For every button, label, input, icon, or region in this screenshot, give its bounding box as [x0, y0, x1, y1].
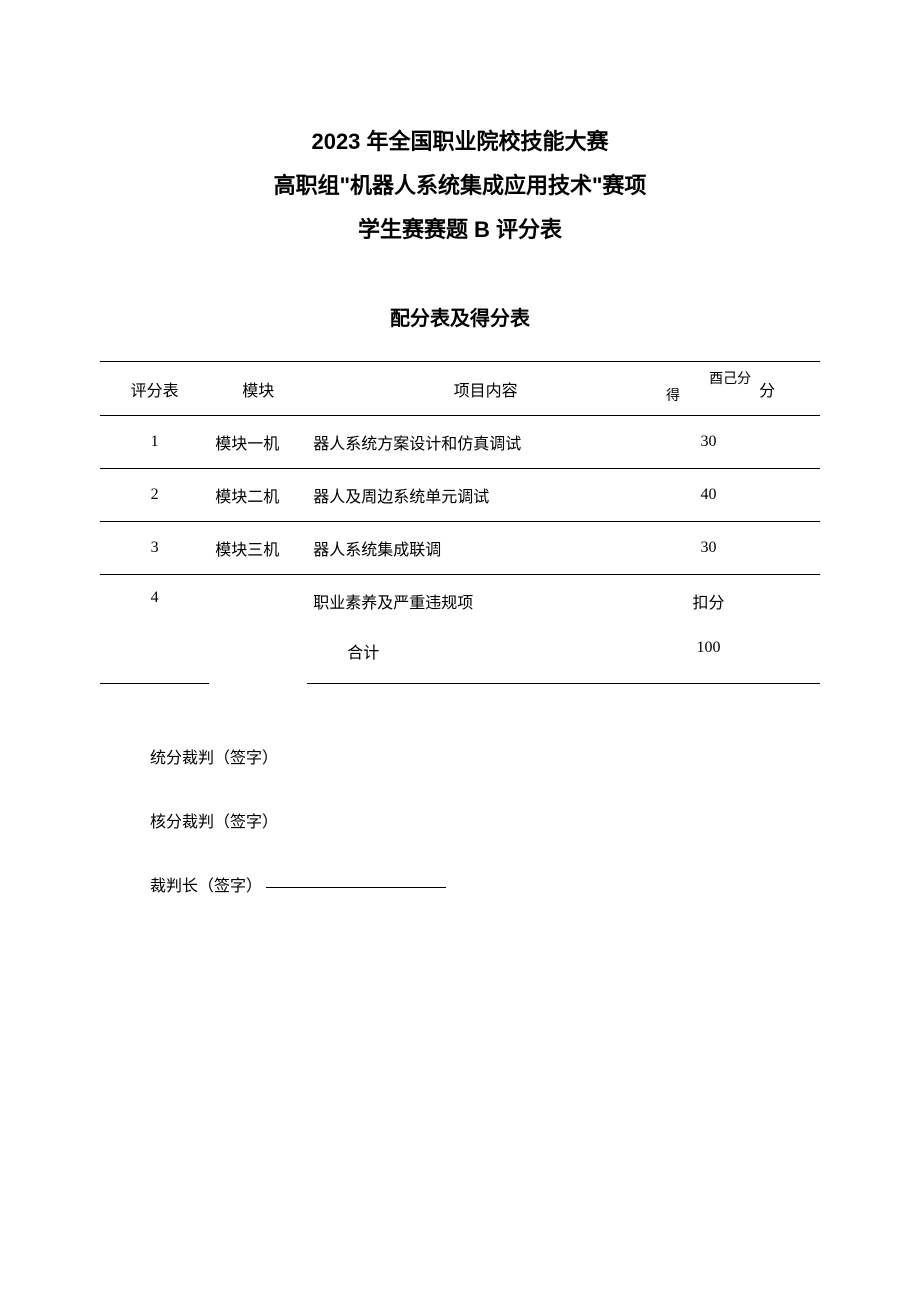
table-row: 2 模块二机 器人及周边系统单元调试 40 — [100, 469, 820, 522]
header-col4-bot: 得 — [666, 389, 751, 406]
cell-score: 扣分 — [664, 575, 753, 634]
cell-score: 30 — [664, 416, 753, 469]
sig2-label: 核分裁判（签字） — [150, 814, 278, 831]
sig3-label: 裁判长（签字） — [150, 878, 262, 895]
header-col5: 分 — [753, 362, 820, 416]
header-col3: 项目内容 — [307, 362, 664, 416]
cell-content: 职业素养及严重违规项 — [307, 575, 664, 634]
signature-line-1: 统分裁判（签字） — [150, 744, 820, 768]
cell-get — [753, 633, 820, 684]
cell-mod-empty — [209, 575, 307, 684]
signature-line-3: 裁判长（签字） — [150, 872, 820, 896]
sig1-label: 统分裁判（签字） — [150, 750, 278, 767]
subtitle-1: 高职组"机器人系统集成应用技术"赛项 — [100, 164, 820, 208]
cell-content: 器人系统方案设计和仿真调试 — [307, 416, 664, 469]
title-section: 2023 年全国职业院校技能大赛 高职组"机器人系统集成应用技术"赛项 学生赛赛… — [100, 120, 820, 252]
header-col1: 评分表 — [100, 362, 209, 416]
cell-score: 40 — [664, 469, 753, 522]
cell-score: 30 — [664, 522, 753, 575]
signature-section: 统分裁判（签字） 核分裁判（签字） 裁判长（签字） — [150, 744, 820, 896]
score-table: 评分表 模块 项目内容 酉己分 得 分 1 模块一机 器人系统方案设计和仿真调试… — [100, 361, 820, 684]
table-header-row: 评分表 模块 项目内容 酉己分 得 分 — [100, 362, 820, 416]
signature-line-2: 核分裁判（签字） — [150, 808, 820, 832]
cell-get — [753, 575, 820, 634]
cell-content: 器人系统集成联调 — [307, 522, 664, 575]
cell-mod: 模块二机 — [209, 469, 307, 522]
sig3-underline — [266, 887, 446, 888]
table-row: 3 模块三机 器人系统集成联调 30 — [100, 522, 820, 575]
cell-num: 2 — [100, 469, 209, 522]
header-col2: 模块 — [209, 362, 307, 416]
cell-num-empty — [100, 633, 209, 684]
cell-total-label: 合计 — [307, 633, 664, 684]
cell-mod: 模块一机 — [209, 416, 307, 469]
cell-get — [753, 469, 820, 522]
table-total-row: 合计 100 — [100, 633, 820, 684]
table-row: 4 职业素养及严重违规项 扣分 — [100, 575, 820, 634]
table-caption: 配分表及得分表 — [100, 302, 820, 331]
cell-mod: 模块三机 — [209, 522, 307, 575]
cell-get — [753, 522, 820, 575]
table-row: 1 模块一机 器人系统方案设计和仿真调试 30 — [100, 416, 820, 469]
header-col4-top: 酉己分 — [666, 372, 751, 389]
cell-content: 器人及周边系统单元调试 — [307, 469, 664, 522]
main-title: 2023 年全国职业院校技能大赛 — [100, 120, 820, 164]
cell-num: 3 — [100, 522, 209, 575]
header-col4: 酉己分 得 — [664, 362, 753, 416]
cell-num: 1 — [100, 416, 209, 469]
cell-total-score: 100 — [664, 633, 753, 684]
subtitle-2: 学生赛赛题 B 评分表 — [100, 208, 820, 252]
cell-get — [753, 416, 820, 469]
cell-num: 4 — [100, 575, 209, 634]
